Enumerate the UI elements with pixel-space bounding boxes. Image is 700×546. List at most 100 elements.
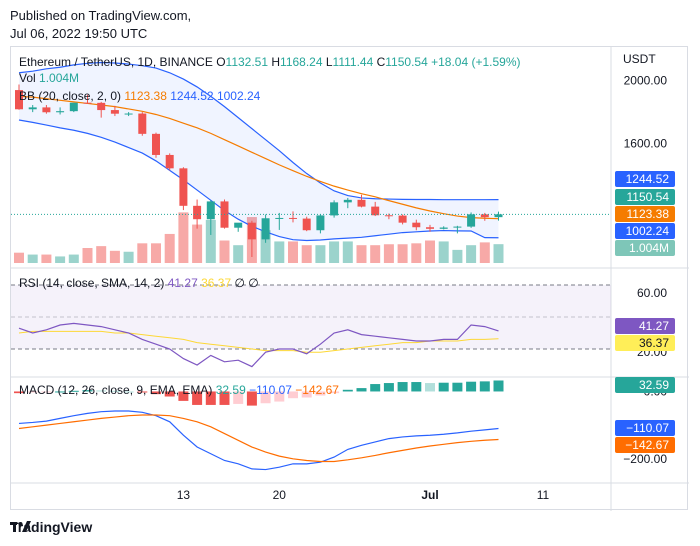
candle-body (206, 201, 215, 220)
price-tag-bg (615, 223, 675, 239)
volume-bar (493, 244, 504, 263)
volume-bar (383, 244, 394, 263)
macd-histogram-bar (123, 391, 134, 393)
macd-histogram-bar (205, 391, 216, 405)
candle-body (138, 113, 147, 134)
price-tag-bg (615, 171, 675, 187)
price-tag: 1002.24 (626, 224, 670, 238)
volume-bar (14, 252, 24, 263)
rsi-sma-tag: 36.37 (639, 336, 669, 350)
price-tag: 1150.54 (627, 190, 670, 204)
time-axis-tick: 13 (177, 488, 191, 502)
price-axis-tick: 2000.00 (624, 74, 668, 88)
time-axis-tick: Jul (421, 488, 438, 502)
macd-line (18, 410, 499, 471)
chart-canvas[interactable]: Ethereum / TetherUS, 1D, BINANCE O1132.5… (11, 47, 689, 511)
volume-bar (452, 249, 463, 263)
macd-histogram-bar (301, 391, 312, 398)
volume-bar (342, 241, 353, 263)
volume-bar (192, 224, 203, 263)
candle-body (412, 222, 421, 228)
macd-histogram-bar (41, 391, 52, 393)
candle-body (494, 214, 503, 218)
macd-histogram-bar (137, 391, 148, 393)
volume-bar (55, 256, 66, 263)
volume-bar (274, 241, 285, 263)
macd-histogram-bar (315, 391, 326, 396)
rsi-band-fill (11, 285, 611, 349)
candle-body (42, 107, 51, 113)
tradingview-logo[interactable]: TradingView (10, 519, 92, 535)
candle-body (316, 215, 325, 231)
volume-bar (425, 240, 435, 263)
macd-signal-tag-bg (615, 437, 675, 453)
candle-body (124, 113, 133, 115)
rsi-tag-bg (615, 318, 675, 334)
macd-histogram-bar (425, 383, 435, 392)
macd-histogram-bar (14, 391, 24, 394)
symbol-ohlc-legend: Ethereum / TetherUS, 1D, BINANCE O1132.5… (19, 55, 521, 69)
macd-hist-tag-bg (615, 377, 675, 393)
volume-bar (233, 245, 244, 263)
macd-tag: −110.07 (626, 421, 669, 435)
macd-histogram-bar (383, 383, 394, 392)
candle-body (289, 217, 297, 219)
volume-bar (301, 245, 312, 263)
candle-body (261, 218, 270, 240)
bb-band-fill (19, 62, 499, 241)
volume-bar (96, 246, 107, 263)
macd-histogram-bar (342, 389, 353, 392)
macd-histogram-bar (397, 382, 408, 392)
volume-bar (164, 233, 175, 263)
macd-histogram-bar (55, 391, 66, 393)
candle-body (453, 226, 462, 228)
candle-body (247, 222, 256, 240)
candle-body (357, 199, 366, 207)
macd-histogram-bar (274, 391, 285, 402)
candle-body (398, 215, 407, 223)
volume-bar (438, 241, 449, 263)
rsi-legend: RSI (14, close, SMA, 14, 2) 41.27 36.37 … (19, 276, 259, 290)
chart-frame[interactable]: Ethereum / TetherUS, 1D, BINANCE O1132.5… (10, 46, 689, 511)
volume-bar (397, 244, 408, 263)
candle-body (371, 206, 380, 216)
rsi-sma-line (18, 330, 499, 353)
time-axis-tick: 11 (537, 488, 550, 502)
macd-histogram-bar (288, 391, 298, 399)
macd-histogram-bar (151, 391, 161, 395)
volume-bar (41, 254, 52, 263)
candle-body (343, 199, 352, 203)
macd-histogram-bar (452, 382, 463, 392)
candle-body (110, 110, 119, 114)
volume-bar (137, 243, 148, 263)
bb-lower-line (18, 119, 499, 242)
tradingview-logo-icon (10, 521, 31, 532)
volume-bar (151, 243, 161, 263)
candle-body (97, 102, 106, 111)
candle-body (165, 154, 174, 169)
tradingview-logo-text: TradingView (10, 519, 93, 535)
candle-body (83, 102, 92, 104)
macd-signal-line (18, 414, 499, 463)
volume-bar (315, 245, 326, 263)
macd-histogram-bar (96, 390, 107, 392)
candle-body (467, 214, 476, 227)
price-tag-bg (615, 240, 675, 256)
volume-bar (123, 251, 134, 263)
candle-body (384, 215, 393, 217)
macd-histogram-bar (219, 391, 230, 405)
candle-body (15, 90, 23, 110)
macd-histogram-bar (438, 382, 449, 392)
macd-hist-tag: 32.59 (639, 378, 669, 392)
rsi-axis-tick: 60.00 (637, 286, 667, 300)
macd-histogram-bar (233, 391, 244, 404)
publish-date: Jul 06, 2022 19:50 UTC (10, 26, 148, 41)
bb-legend: BB (20, close, 2, 0) 1123.38 1244.52 100… (19, 89, 261, 103)
macd-histogram-bar (164, 391, 175, 397)
macd-histogram-bar (356, 388, 367, 392)
candle-body (28, 107, 37, 110)
price-tag: 1.004M (629, 241, 669, 255)
candle-body (275, 217, 284, 219)
macd-histogram-bar (82, 390, 93, 392)
volume-bar (178, 212, 189, 263)
